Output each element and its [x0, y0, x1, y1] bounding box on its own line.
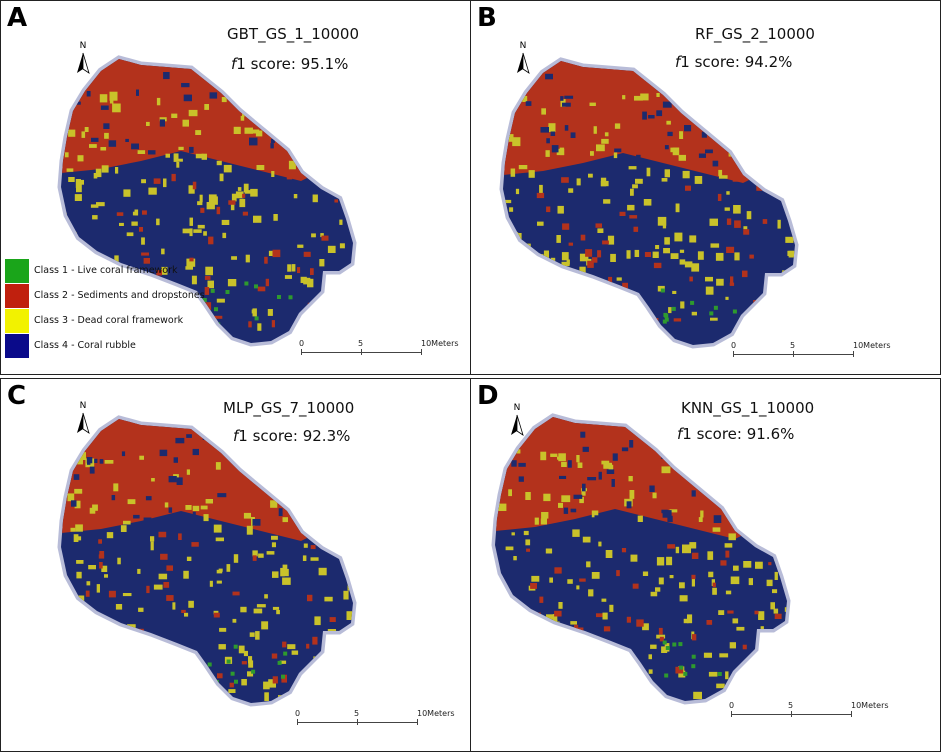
model-title: KNN_GS_1_10000: [681, 399, 815, 417]
north-arrow-icon: N: [513, 41, 533, 81]
legend-swatch: [5, 334, 29, 358]
legend-label: Class 2 - Sediments and dropstones: [34, 290, 205, 301]
legend-swatch: [5, 284, 29, 308]
panel-letter: D: [477, 381, 499, 411]
panel-letter: C: [7, 381, 27, 411]
f1-score: f1 score: 95.1%: [231, 55, 349, 73]
north-arrow-icon: N: [73, 401, 93, 441]
scale-bar: 0 5 10Meters: [293, 709, 455, 733]
classification-map: [57, 55, 357, 347]
scale-bar: 0 5 10Meters: [297, 339, 459, 363]
model-title: RF_GS_2_10000: [695, 25, 815, 43]
legend-swatch: [5, 259, 29, 283]
classification-map: [57, 415, 357, 707]
panel-letter: B: [477, 3, 497, 33]
legend-label: Class 3 - Dead coral framework: [34, 315, 184, 326]
classification-map: [499, 57, 799, 349]
f1-score: f1 score: 92.3%: [233, 427, 351, 445]
model-title: GBT_GS_1_10000: [227, 25, 359, 43]
legend-label: Class 1 - Live coral framework: [34, 265, 178, 276]
panel-letter: A: [7, 3, 28, 33]
panel-d: D KNN_GS_1_10000 f1 score: 91.6% N 0 5 1…: [470, 378, 941, 752]
f1-score: f1 score: 91.6%: [677, 425, 795, 443]
panel-c: C MLP_GS_7_10000 f1 score: 92.3% N 0 5 1…: [0, 378, 471, 752]
scale-bar: 0 5 10Meters: [729, 341, 891, 365]
north-arrow-icon: N: [73, 41, 93, 81]
f1-score: f1 score: 94.2%: [675, 53, 793, 71]
classification-map: [491, 413, 791, 705]
scale-bar: 0 5 10Meters: [727, 701, 889, 725]
panel-a: A GBT_GS_1_10000 f1 score: 95.1% N 0 5 1…: [0, 0, 471, 375]
legend-label: Class 4 - Coral rubble: [34, 340, 136, 351]
panel-b: B RF_GS_2_10000 f1 score: 94.2% N 0 5 10…: [470, 0, 941, 375]
north-arrow-icon: N: [507, 403, 527, 443]
model-title: MLP_GS_7_10000: [223, 399, 355, 417]
legend-swatch: [5, 309, 29, 333]
